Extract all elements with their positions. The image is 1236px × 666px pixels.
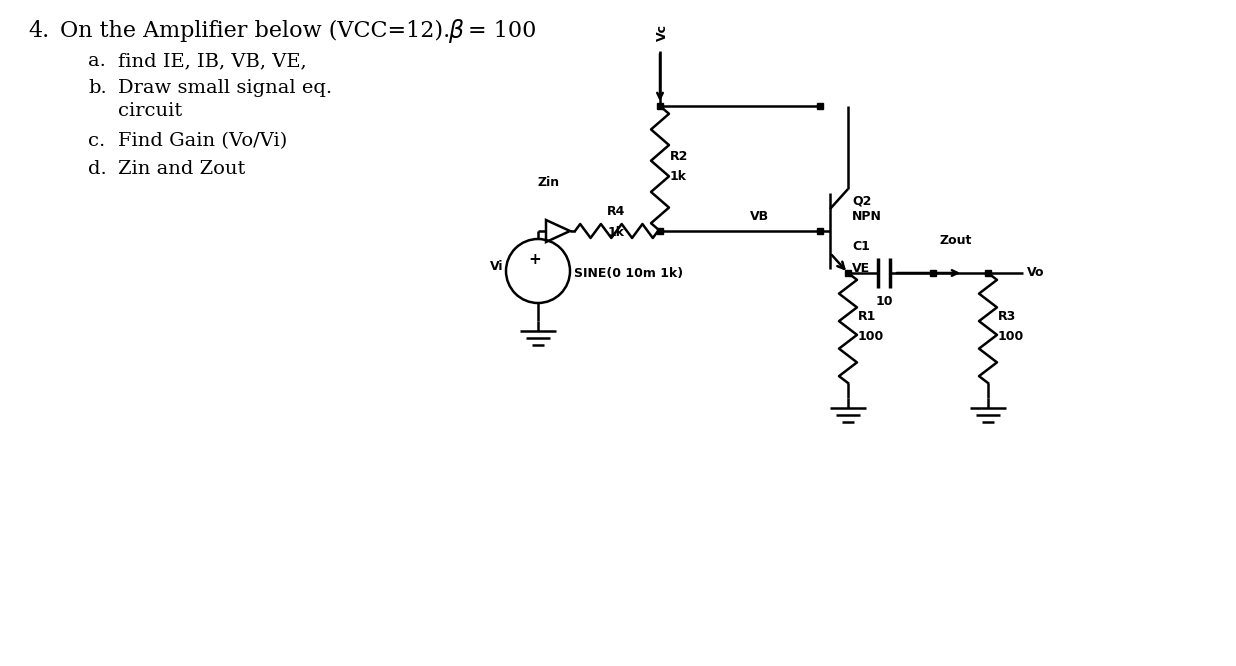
- Text: $\beta$: $\beta$: [447, 17, 465, 45]
- Text: Find Gain (Vo/Vi): Find Gain (Vo/Vi): [117, 132, 287, 150]
- Text: 100: 100: [858, 330, 884, 342]
- Text: = 100: = 100: [468, 20, 536, 42]
- Text: Zout: Zout: [939, 234, 973, 248]
- Text: NPN: NPN: [852, 210, 881, 224]
- Text: circuit: circuit: [117, 102, 182, 120]
- Text: R3: R3: [997, 310, 1016, 322]
- Text: C1: C1: [852, 240, 870, 253]
- Text: VE: VE: [852, 262, 870, 274]
- Text: 4.: 4.: [28, 20, 49, 42]
- Text: b.: b.: [88, 79, 106, 97]
- Text: Vo: Vo: [1027, 266, 1044, 280]
- Text: Zin and Zout: Zin and Zout: [117, 160, 246, 178]
- Text: d.: d.: [88, 160, 106, 178]
- Text: R1: R1: [858, 310, 876, 322]
- Text: 1k: 1k: [608, 226, 625, 239]
- Text: R2: R2: [670, 150, 688, 163]
- Text: VB: VB: [750, 210, 770, 224]
- Text: a.: a.: [88, 52, 106, 70]
- Text: c.: c.: [88, 132, 105, 150]
- Text: 1k: 1k: [670, 170, 687, 183]
- Text: SINE(0 10m 1k): SINE(0 10m 1k): [574, 268, 684, 280]
- Text: find IE, IB, VB, VE,: find IE, IB, VB, VE,: [117, 52, 307, 70]
- Text: Draw small signal eq.: Draw small signal eq.: [117, 79, 332, 97]
- Text: R4: R4: [607, 205, 625, 218]
- Text: Vi: Vi: [489, 260, 503, 274]
- Text: On the Amplifier below (VCC=12).: On the Amplifier below (VCC=12).: [61, 20, 457, 42]
- Text: Zin: Zin: [538, 176, 560, 190]
- Text: Q2: Q2: [852, 194, 871, 208]
- Text: Vc: Vc: [655, 24, 669, 41]
- Text: 10: 10: [875, 295, 892, 308]
- Text: +: +: [529, 252, 541, 267]
- Text: 100: 100: [997, 330, 1025, 342]
